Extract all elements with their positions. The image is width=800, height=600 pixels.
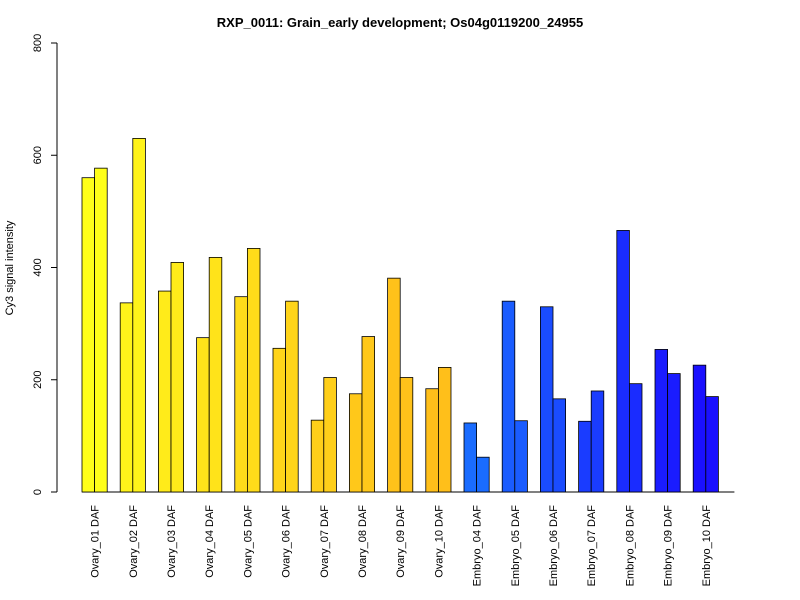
- bar: [629, 383, 643, 493]
- bar: [705, 396, 719, 493]
- bar: [552, 398, 567, 493]
- x-tick-label: Ovary_08 DAF: [357, 505, 369, 578]
- bar: [170, 262, 185, 493]
- bar: [157, 290, 172, 493]
- bar: [348, 393, 363, 493]
- bar: [196, 337, 210, 493]
- bar: [361, 336, 376, 493]
- y-tick-label: 800: [32, 34, 44, 52]
- x-tick-label: Ovary_02 DAF: [128, 505, 140, 578]
- y-axis-label: Cy3 signal intensity: [4, 220, 16, 315]
- x-tick-label: Ovary_06 DAF: [281, 505, 293, 578]
- x-tick-label: Ovary_09 DAF: [395, 505, 407, 578]
- bar: [501, 300, 516, 493]
- bar: [285, 300, 299, 493]
- x-tick-label: Embryo_08 DAF: [624, 505, 636, 587]
- y-tick-label: 600: [32, 146, 44, 164]
- bar: [399, 377, 414, 493]
- bar: [463, 422, 478, 493]
- bar: [667, 373, 681, 493]
- bar: [246, 248, 261, 493]
- x-tick-label: Embryo_04 DAF: [472, 505, 484, 587]
- bar: [119, 302, 134, 493]
- bar: [387, 277, 401, 493]
- bar: [578, 420, 592, 493]
- bar: [437, 367, 452, 493]
- y-tick-label: 400: [32, 258, 44, 276]
- bar: [540, 306, 554, 493]
- y-axis: 0 200 400 600 800: [32, 34, 58, 495]
- bar: [272, 347, 287, 493]
- bar: [425, 388, 439, 493]
- bar: [514, 420, 528, 493]
- bar: [94, 167, 108, 493]
- x-tick-label: Embryo_09 DAF: [663, 505, 675, 587]
- bar: [616, 230, 630, 493]
- x-tick-label: Embryo_06 DAF: [548, 505, 560, 587]
- bar: [323, 377, 337, 493]
- chart-title: RXP_0011: Grain_early development; Os04g…: [217, 15, 583, 30]
- x-tick-label: Embryo_05 DAF: [510, 505, 522, 587]
- x-tick-label: Ovary_03 DAF: [166, 505, 178, 578]
- bars: [81, 138, 719, 493]
- x-tick-label: Ovary_05 DAF: [242, 505, 254, 578]
- y-tick-label: 200: [32, 371, 44, 389]
- y-tick-label: 0: [32, 489, 44, 495]
- x-tick-labels: Ovary_01 DAF Ovary_02 DAF Ovary_03 DAF Ovar…: [90, 505, 713, 587]
- bar: [692, 364, 707, 493]
- bar: [81, 177, 96, 493]
- bar: [208, 256, 223, 493]
- bar: [590, 390, 605, 493]
- bar: [234, 296, 248, 493]
- x-tick-label: Embryo_07 DAF: [586, 505, 598, 587]
- bar: [310, 419, 325, 493]
- x-tick-label: Ovary_10 DAF: [433, 505, 445, 578]
- x-tick-label: Embryo_10 DAF: [701, 505, 713, 587]
- x-tick-label: Ovary_01 DAF: [90, 505, 102, 578]
- x-tick-label: Ovary_07 DAF: [319, 505, 331, 578]
- bar: [132, 138, 146, 493]
- bar: [654, 349, 669, 493]
- x-tick-label: Ovary_04 DAF: [204, 505, 216, 578]
- bar: [476, 456, 490, 493]
